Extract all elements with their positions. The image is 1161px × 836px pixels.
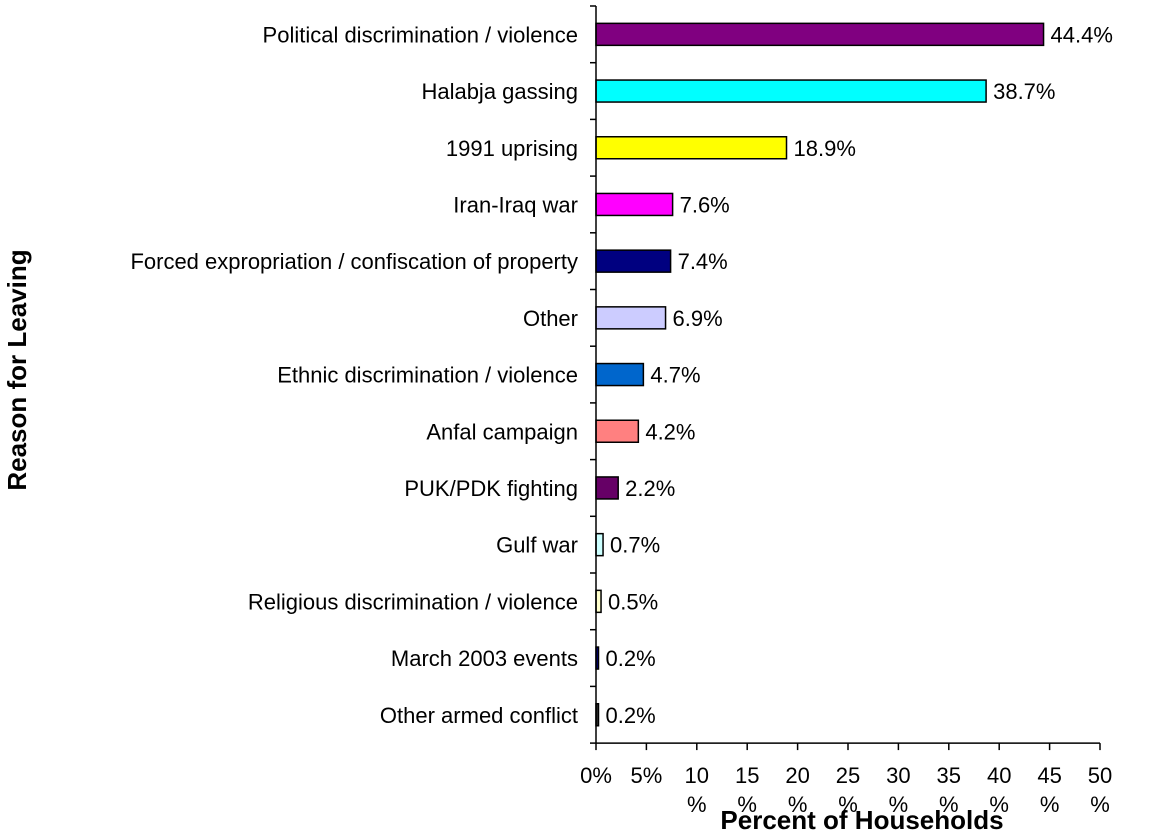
bar	[595, 249, 672, 273]
x-tick-label-unit: %	[1040, 792, 1060, 817]
x-tick-label: 20	[785, 763, 809, 788]
data-label: 18.9%	[794, 136, 856, 161]
x-tick-label-unit: %	[687, 792, 707, 817]
data-label: 0.5%	[608, 589, 658, 614]
category-label: 1991 uprising	[446, 136, 578, 161]
x-tick-label: 5%	[631, 763, 663, 788]
category-label: Iran-Iraq war	[453, 192, 578, 217]
x-tick-label: 25	[836, 763, 860, 788]
data-label: 2.2%	[625, 476, 675, 501]
x-tick-label-unit: %	[889, 792, 909, 817]
bar	[595, 136, 788, 160]
x-tick-label-unit: %	[989, 792, 1009, 817]
category-label: Halabja gassing	[421, 79, 578, 104]
category-label: Religious discrimination / violence	[248, 589, 578, 614]
y-axis-title: Reason for Leaving	[2, 249, 32, 490]
bar	[595, 362, 645, 387]
data-label: 7.4%	[678, 249, 728, 274]
bar	[595, 532, 604, 557]
x-tick-label: 0%	[580, 763, 612, 788]
category-label: Forced expropriation / confiscation of p…	[130, 249, 578, 274]
data-label: 0.2%	[606, 703, 656, 728]
bar	[595, 79, 987, 103]
x-tick-label: 30	[886, 763, 910, 788]
x-tick-label: 15	[735, 763, 759, 788]
x-tick-label: 10	[685, 763, 709, 788]
x-tick-label: 35	[937, 763, 961, 788]
category-label: March 2003 events	[391, 646, 578, 671]
bar	[595, 306, 667, 330]
category-label: Other armed conflict	[380, 703, 578, 728]
x-tick-label: 40	[987, 763, 1011, 788]
x-axis: 0% 5% 10% 15% 20% 25% 30% 35% 40% 45% 50%	[580, 742, 1112, 817]
category-label: Gulf war	[496, 533, 578, 558]
data-label: 0.2%	[606, 646, 656, 671]
data-label: 44.4%	[1051, 22, 1113, 47]
bar	[595, 192, 674, 217]
category-labels: Political discrimination / violence Halab…	[130, 22, 578, 727]
data-label: 7.6%	[680, 192, 730, 217]
x-axis-title: Percent of Households	[720, 805, 1003, 835]
category-label: Ethnic discrimination / violence	[277, 363, 578, 388]
data-label: 4.7%	[650, 363, 700, 388]
x-tick-label: 45	[1037, 763, 1061, 788]
bar	[595, 22, 1045, 47]
data-label: 0.7%	[610, 533, 660, 558]
bar	[595, 476, 619, 500]
x-tick-label-unit: %	[788, 792, 808, 817]
bar	[595, 589, 602, 614]
y-axis	[590, 5, 597, 744]
data-label: 6.9%	[673, 306, 723, 331]
data-labels: 44.4% 38.7% 18.9% 7.6% 7.4% 6.9% 4.7% 4.2% 2.2% 0…	[606, 22, 1113, 727]
category-label: Other	[523, 306, 578, 331]
category-label: Anfal campaign	[426, 419, 578, 444]
data-label: 4.2%	[645, 419, 695, 444]
x-tick-label: 50	[1088, 763, 1112, 788]
x-tick-label-unit: %	[1090, 792, 1110, 817]
x-tick-label-unit: %	[737, 792, 757, 817]
bar	[595, 419, 640, 443]
category-label: PUK/PDK fighting	[404, 476, 578, 501]
x-tick-label-unit: %	[939, 792, 959, 817]
category-label: Political discrimination / violence	[263, 22, 578, 47]
x-tick-label-unit: %	[838, 792, 858, 817]
data-label: 38.7%	[993, 79, 1055, 104]
